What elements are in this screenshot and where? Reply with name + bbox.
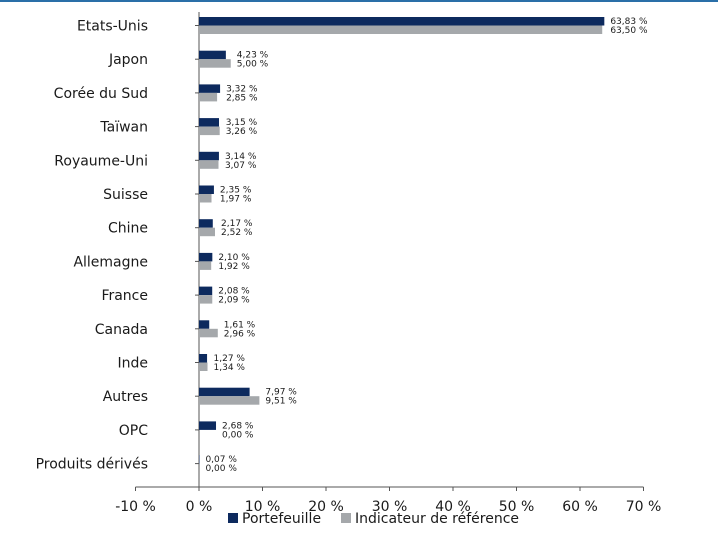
category-label: Canada [95,322,148,338]
data-label-portefeuille: 3,32 % [226,84,258,94]
bar-portefeuille [199,151,219,161]
bar-indicateur [199,59,231,68]
data-label-portefeuille: 63,83 % [610,17,648,27]
data-label-portefeuille: 0,07 % [205,455,237,465]
category-label: Produits dérivés [36,457,148,473]
data-label-indicateur: 1,34 % [214,363,246,373]
x-tick-label: 0 % [186,499,213,515]
data-label-indicateur: 3,26 % [226,127,258,137]
bar-portefeuille [199,387,250,397]
bar-portefeuille [199,185,214,194]
bar-portefeuille [199,354,208,363]
bar-indicateur [199,126,220,136]
data-label-portefeuille: 2,10 % [218,253,250,263]
data-label-portefeuille: 3,14 % [225,152,257,162]
bar-indicateur [199,295,213,304]
bar-indicateur [199,227,216,237]
data-label-portefeuille: 2,68 % [222,421,254,431]
legend-swatch-portefeuille [228,513,238,523]
bar-portefeuille [199,286,213,296]
x-tick-label: 40 % [435,499,471,515]
data-label-indicateur: 1,92 % [218,262,250,272]
legend-label-portefeuille: Portefeuille [242,511,321,527]
bar-indicateur [199,261,212,270]
x-tick-label: 20 % [308,499,344,515]
data-label-indicateur: 5,00 % [237,60,269,70]
data-label-indicateur: 2,09 % [218,296,250,306]
data-label-portefeuille: 2,17 % [221,219,253,229]
data-label-indicateur: 2,96 % [224,329,256,339]
bar-portefeuille [199,421,217,430]
data-label-indicateur: 2,85 % [226,93,258,103]
category-label: Chine [108,221,148,237]
data-label-indicateur: 3,07 % [225,161,257,171]
legend-label-indicateur: Indicateur de référence [355,511,519,527]
category-label: France [101,288,148,304]
category-label: Inde [117,356,148,372]
category-label: OPC [119,423,148,439]
category-label: Suisse [103,187,148,203]
category-label: Allemagne [73,254,148,270]
x-tick-label: -10 % [115,499,156,515]
bar-portefeuille [199,84,221,93]
category-label: Taïwan [99,120,148,136]
bar-portefeuille [199,320,210,329]
bar-indicateur [199,92,218,102]
bar-portefeuille [199,50,226,60]
category-label: Etats-Unis [77,19,148,35]
data-label-indicateur: 9,51 % [265,397,297,407]
data-label-portefeuille: 1,27 % [214,354,246,364]
data-label-portefeuille: 7,97 % [265,388,297,398]
x-tick-label: 50 % [499,499,535,515]
x-tick-label: 30 % [372,499,408,515]
category-label: Corée du Sud [54,86,148,102]
data-label-portefeuille: 2,08 % [218,287,250,297]
data-label-portefeuille: 1,61 % [224,320,256,330]
category-label: Royaume-Uni [54,153,148,169]
data-label-indicateur: 0,00 % [205,464,237,474]
data-label-portefeuille: 4,23 % [237,51,269,61]
bar-portefeuille [199,219,213,228]
data-label-indicateur: 1,97 % [220,195,252,205]
data-label-indicateur: 2,52 % [221,228,253,238]
bar-indicateur [199,194,212,203]
data-label-indicateur: 63,50 % [610,26,648,36]
data-label-portefeuille: 2,35 % [220,186,252,196]
bar-indicateur [199,396,260,405]
x-tick-label: 60 % [562,499,598,515]
data-label-portefeuille: 3,15 % [226,118,258,128]
top-rule [0,0,718,2]
bar-indicateur [199,362,208,371]
bar-portefeuille [199,118,220,127]
bar-portefeuille [199,252,213,262]
x-tick-label: 10 % [245,499,281,515]
legend-swatch-indicateur [341,513,351,523]
data-label-indicateur: 0,00 % [222,430,254,440]
category-label: Japon [108,52,148,68]
bar-portefeuille [199,17,605,26]
bar-indicateur [199,25,603,34]
category-label: Autres [103,389,148,405]
x-tick-label: 70 % [626,499,662,515]
bar-indicateur [199,160,219,169]
bar-indicateur [199,328,218,338]
